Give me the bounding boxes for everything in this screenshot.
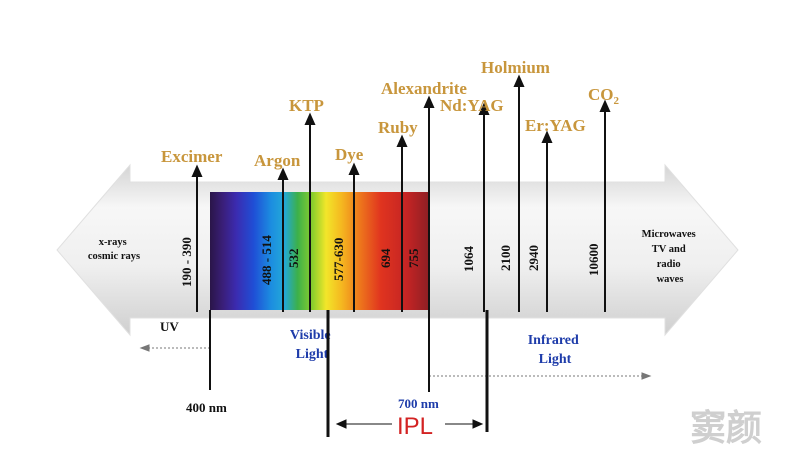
wl-ruby: 694 xyxy=(378,248,393,268)
visible-line2: Light xyxy=(296,347,329,362)
excimer-label: Excimer xyxy=(161,147,223,166)
wl-alexandrite: 755 xyxy=(406,248,421,268)
right-end-text: Microwaves TV and radio waves xyxy=(642,229,699,285)
co2-label: CO2 xyxy=(588,85,620,107)
wl-holmium: 2100 xyxy=(498,245,513,271)
wl-dye: 577-630 xyxy=(331,238,346,281)
laser-arrows xyxy=(191,74,611,312)
argon-label: Argon xyxy=(254,151,301,170)
dye-label: Dye xyxy=(335,145,364,164)
visible-line1: Visible xyxy=(290,328,331,343)
wl-ndyag: 1064 xyxy=(461,246,476,273)
wl-ktp: 532 xyxy=(286,249,301,269)
eryag-label: Er:YAG xyxy=(525,116,586,135)
nm700-label: 700 nm xyxy=(398,396,439,411)
wl-eryag: 2940 xyxy=(526,245,541,271)
ipl-range-arrow xyxy=(335,419,484,429)
wl-co2: 10600 xyxy=(586,244,601,277)
holmium-label: Holmium xyxy=(481,58,550,77)
watermark-logo: 窦颜 xyxy=(690,408,762,449)
boundary-lines xyxy=(209,310,489,437)
wl-excimer: 190 - 390 xyxy=(179,237,194,287)
uv-label: UV xyxy=(160,319,179,334)
ipl-label: IPL xyxy=(397,413,433,440)
right-end-line2: TV and xyxy=(652,244,686,255)
left-end-line2: cosmic rays xyxy=(88,251,140,262)
visible-spectrum-band xyxy=(210,192,429,310)
infrared-line2: Light xyxy=(539,352,572,367)
ruby-label: Ruby xyxy=(378,118,418,137)
infrared-line1: Infrared xyxy=(528,333,579,348)
right-end-line3: radio xyxy=(657,259,681,270)
ndyag-label: Nd:YAG xyxy=(440,96,504,115)
co2-base: CO xyxy=(588,85,614,104)
ktp-label: KTP xyxy=(289,96,324,115)
wl-argon: 488 - 514 xyxy=(259,235,274,285)
co2-subscript: 2 xyxy=(614,95,620,107)
right-end-line1: Microwaves xyxy=(642,229,696,240)
infrared-label: Infrared Light xyxy=(528,333,583,367)
wavelength-labels: 190 - 390 488 - 514 532 577-630 694 755 … xyxy=(179,235,601,287)
region-arrows xyxy=(139,344,652,380)
left-end-text: x-rays cosmic rays xyxy=(88,237,140,262)
right-end-line4: waves xyxy=(657,274,684,285)
alexandrite-label: Alexandrite xyxy=(381,79,467,98)
left-end-line1: x-rays xyxy=(99,237,127,248)
nm400-label: 400 nm xyxy=(186,400,227,415)
visible-label: Visible Light xyxy=(290,328,334,362)
